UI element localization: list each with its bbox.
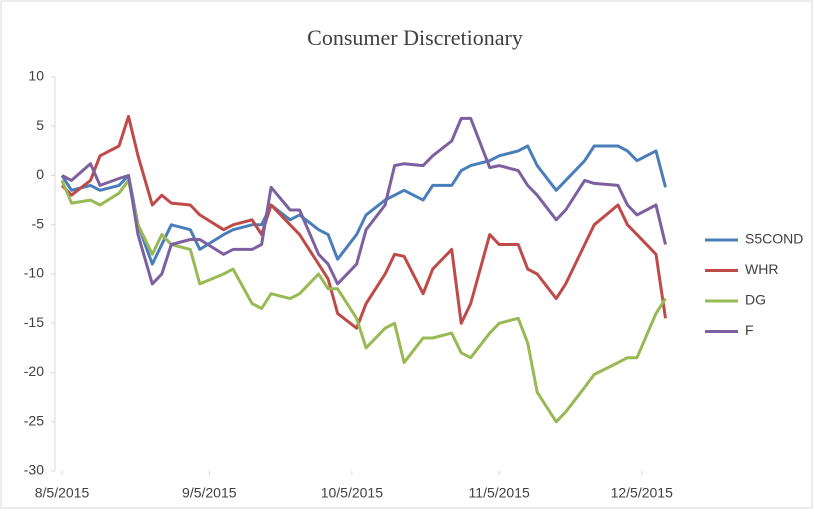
y-tick-label: 5 (36, 117, 44, 133)
series-line (60, 178, 667, 424)
series-line (60, 114, 667, 330)
x-tick-label: 9/5/2015 (182, 485, 237, 501)
y-tick-label: -10 (24, 265, 44, 281)
x-tick-label: 10/5/2015 (321, 485, 383, 501)
series-line (60, 144, 667, 266)
x-tick-label: 12/5/2015 (611, 485, 673, 501)
x-tick-label: 8/5/2015 (35, 485, 90, 501)
legend-label: DG (745, 292, 766, 308)
x-tick-label: 11/5/2015 (469, 485, 530, 501)
legend-label: WHR (745, 261, 778, 277)
chart-title: Consumer Discretionary (307, 25, 523, 50)
y-tick-label: 10 (28, 68, 44, 84)
y-tick-label: -15 (24, 314, 44, 330)
y-tick-label: 0 (36, 166, 44, 182)
legend-label: F (745, 322, 754, 338)
series-line (61, 116, 667, 286)
y-tick-label: -5 (32, 215, 45, 231)
y-tick-label: -20 (24, 363, 44, 379)
y-tick-label: -30 (24, 462, 44, 478)
legend-label: S5COND (745, 231, 803, 247)
y-tick-label: -25 (24, 412, 44, 428)
